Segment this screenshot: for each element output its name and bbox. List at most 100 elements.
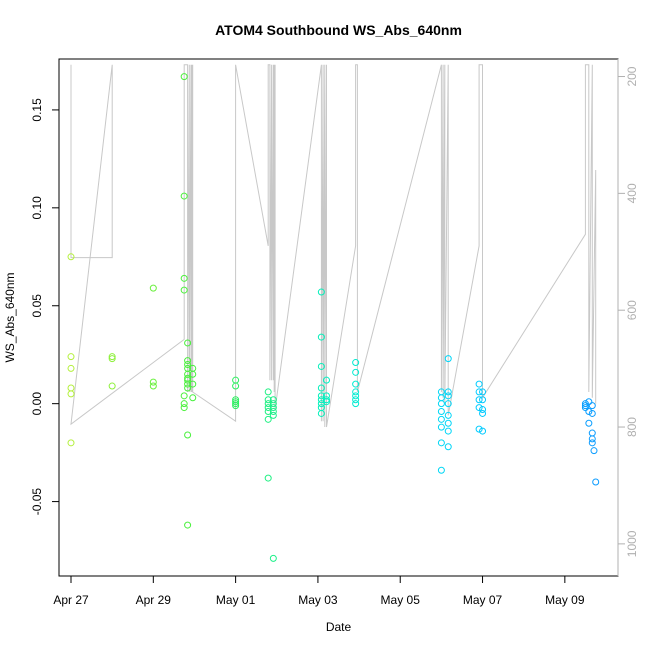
x-tick-label: May 07 — [463, 593, 503, 607]
data-point — [588, 402, 596, 410]
data-point — [264, 415, 272, 423]
data-point — [108, 355, 116, 363]
data-point — [232, 398, 240, 406]
data-point — [581, 402, 589, 410]
data-point — [184, 521, 192, 529]
data-point — [588, 409, 596, 417]
data-point — [437, 466, 445, 474]
data-point — [189, 370, 197, 378]
data-point — [269, 411, 277, 419]
data-point — [585, 419, 593, 427]
x-tick-label: Apr 27 — [53, 593, 89, 607]
data-point — [67, 364, 75, 372]
y2-series-line — [70, 64, 597, 428]
data-point — [585, 408, 593, 415]
data-point — [352, 392, 360, 400]
x-tick-label: Apr 29 — [136, 593, 172, 607]
data-point — [479, 388, 487, 396]
data-point — [444, 355, 452, 363]
data-point — [184, 339, 192, 347]
data-point — [264, 408, 272, 415]
scatter-points — [67, 73, 600, 562]
data-point — [180, 73, 188, 81]
data-point — [437, 400, 445, 408]
x-tick-label: May 01 — [216, 593, 256, 607]
data-point — [317, 392, 325, 400]
data-point — [475, 388, 483, 396]
data-point — [180, 404, 188, 412]
data-point — [184, 384, 192, 392]
data-point — [108, 353, 116, 361]
data-point — [322, 376, 330, 384]
data-point — [352, 396, 360, 404]
data-point — [444, 443, 452, 451]
data-point — [67, 390, 75, 398]
y2-tick-label: 600 — [625, 300, 639, 320]
data-point — [444, 400, 452, 408]
x-axis: Apr 27 Apr 29 May 01 May 03 May 05 May 07 May … — [53, 575, 585, 607]
data-point — [581, 404, 589, 412]
data-point — [232, 382, 240, 390]
data-point — [317, 333, 325, 341]
data-point — [269, 554, 277, 562]
data-point — [585, 398, 593, 406]
data-point — [67, 253, 75, 261]
data-point — [108, 382, 116, 390]
data-point — [588, 435, 596, 443]
data-point — [352, 359, 360, 367]
data-point — [475, 396, 483, 404]
data-point — [189, 380, 197, 388]
data-point — [352, 400, 360, 408]
data-point — [180, 274, 188, 282]
data-point — [479, 427, 487, 435]
y2-tick-label: 1000 — [625, 530, 639, 557]
y2-tick-label: 200 — [625, 66, 639, 86]
chart-title: ATOM4 Southbound WS_Abs_640nm — [215, 22, 462, 38]
data-point — [180, 400, 188, 408]
data-point — [479, 409, 487, 417]
y-axis: -0.05 0.00 0.05 0.10 0.15 — [30, 98, 60, 515]
y-tick-label: 0.00 — [30, 392, 44, 416]
data-point — [475, 425, 483, 433]
data-point — [184, 380, 192, 388]
y-tick-label: 0.10 — [30, 196, 44, 220]
data-point — [592, 478, 600, 486]
data-point — [264, 474, 272, 482]
data-point — [444, 388, 452, 396]
plot-frame — [58, 58, 619, 577]
data-point — [437, 415, 445, 423]
y-tick-label: 0.05 — [30, 294, 44, 318]
x-tick-label: May 05 — [381, 593, 421, 607]
data-point — [437, 423, 445, 431]
data-point — [352, 380, 360, 388]
data-point — [317, 384, 325, 392]
y2-axis: 200 400 600 800 1000 — [617, 59, 639, 576]
data-point — [437, 408, 445, 415]
y-axis-label: WS_Abs_640nm — [3, 272, 17, 362]
data-point — [67, 353, 75, 361]
data-point — [588, 429, 596, 437]
data-point — [317, 362, 325, 370]
x-tick-label: May 03 — [298, 593, 338, 607]
data-point — [590, 447, 598, 455]
data-point — [264, 396, 272, 404]
data-point — [322, 396, 330, 404]
data-point — [444, 411, 452, 419]
y-tick-label: 0.15 — [30, 98, 44, 122]
data-point — [269, 408, 277, 415]
data-point — [264, 404, 272, 412]
data-point — [352, 368, 360, 376]
data-point — [180, 192, 188, 200]
data-point — [317, 409, 325, 417]
x-axis-label: Date — [326, 620, 352, 634]
data-point — [180, 392, 188, 400]
data-point — [184, 376, 192, 384]
data-point — [444, 427, 452, 435]
data-point — [67, 439, 75, 447]
data-point — [67, 384, 75, 392]
data-point — [184, 357, 192, 365]
data-point — [475, 404, 483, 412]
y2-tick-label: 400 — [625, 183, 639, 203]
data-point — [581, 400, 589, 408]
